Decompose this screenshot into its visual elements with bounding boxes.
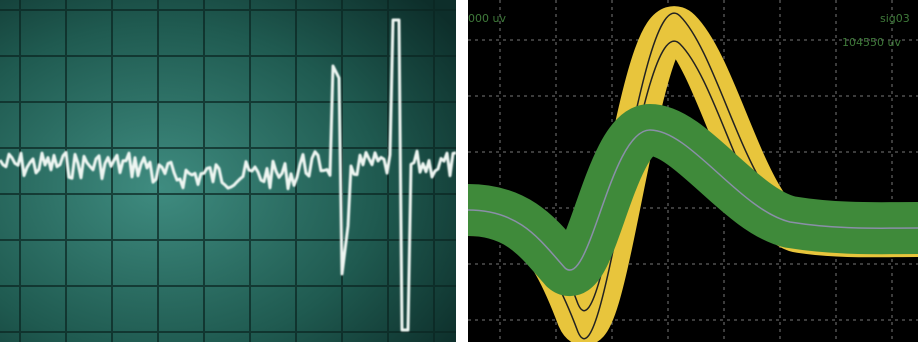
scale-label: 000 uv [468,12,506,25]
oscilloscope-panel [0,0,456,342]
screenshot: 000 uv sig03 104550 uv [0,0,918,342]
spike-panel: 000 uv sig03 104550 uv [468,0,918,342]
channel-label: sig03 [880,12,910,25]
page: 000 uv sig03 104550 uv (() => { const da… [0,0,918,342]
value-label: 104550 uv [842,36,901,49]
